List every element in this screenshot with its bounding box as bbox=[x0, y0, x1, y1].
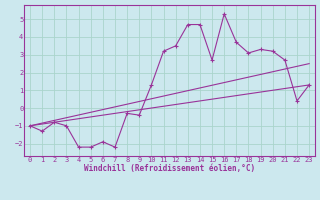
X-axis label: Windchill (Refroidissement éolien,°C): Windchill (Refroidissement éolien,°C) bbox=[84, 164, 255, 173]
